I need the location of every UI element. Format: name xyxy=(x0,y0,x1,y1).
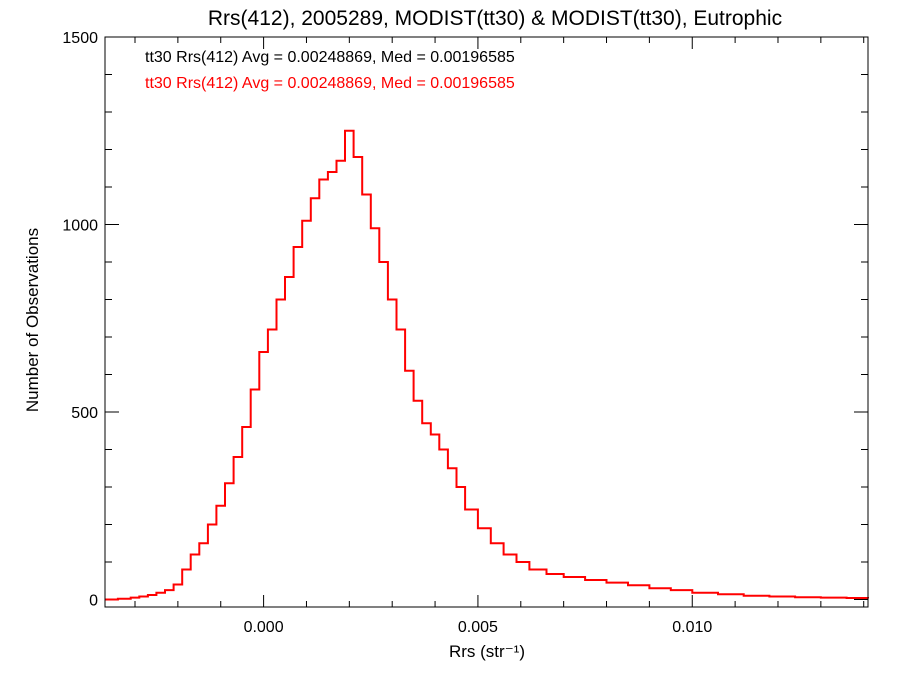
legend: tt30 Rrs(412) Avg = 0.00248869, Med = 0.… xyxy=(145,49,515,92)
axis-ticks xyxy=(105,36,868,607)
y-tick-label: 500 xyxy=(71,405,98,422)
y-tick-label: 0 xyxy=(89,593,98,610)
x-tick-label: 0.000 xyxy=(244,619,284,636)
chart-title: Rrs(412), 2005289, MODIST(tt30) & MODIST… xyxy=(208,7,782,30)
x-axis-label: Rrs (str⁻¹) xyxy=(449,642,525,661)
x-tick-label: 0.005 xyxy=(458,619,498,636)
y-tick-label: 1500 xyxy=(62,30,98,47)
plot-frame xyxy=(104,36,869,608)
x-tick-label: 0.010 xyxy=(672,619,712,636)
legend-entry: tt30 Rrs(412) Avg = 0.00248869, Med = 0.… xyxy=(145,49,515,66)
y-axis-label: Number of Observations xyxy=(23,228,42,412)
plot-series-group xyxy=(105,129,869,601)
y-tick-label: 1000 xyxy=(62,218,98,235)
legend-entry: tt30 Rrs(412) Avg = 0.00248869, Med = 0.… xyxy=(145,75,515,92)
tick-labels: 0.000 0.005 0.010 0 500 1000 1500 xyxy=(62,30,712,636)
histogram-step-line xyxy=(105,129,869,601)
y-axis-label-group: Number of Observations xyxy=(23,228,42,412)
